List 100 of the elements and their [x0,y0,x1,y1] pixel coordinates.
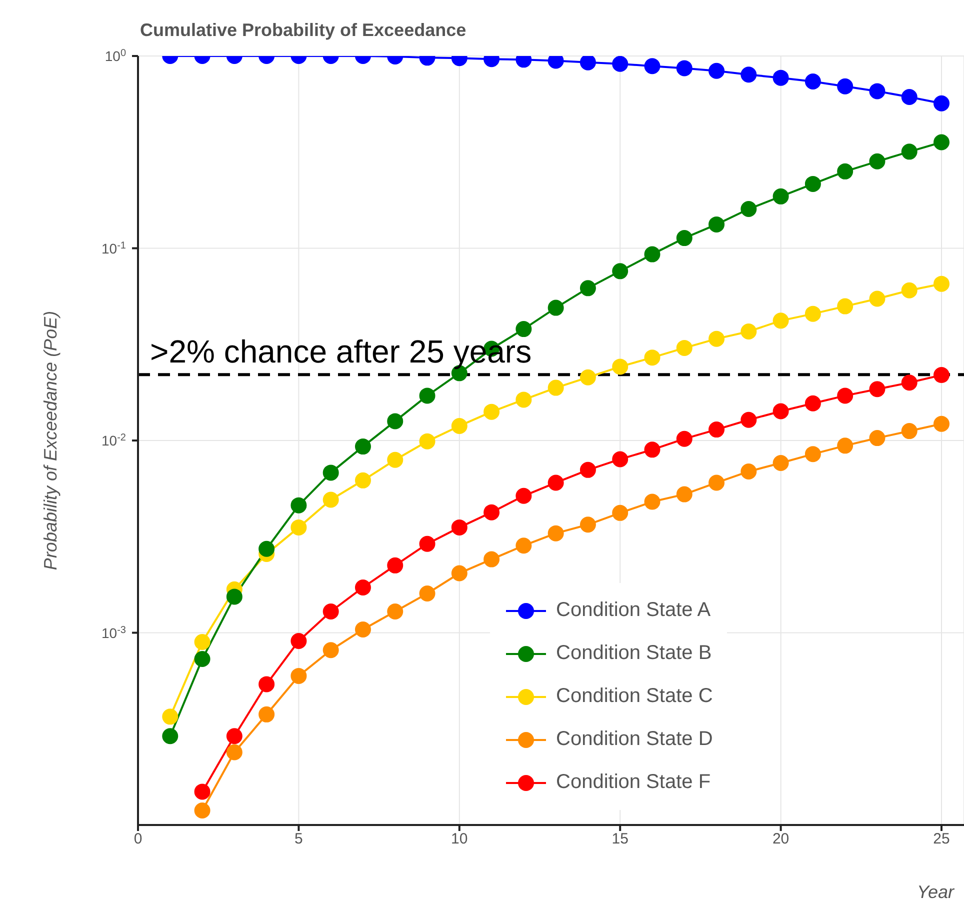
point [934,134,950,150]
point [934,276,950,292]
point [772,70,789,86]
point [484,551,500,568]
point [451,519,468,536]
point [740,201,757,218]
x-tick-label: 0 [134,830,142,848]
point [387,603,404,620]
point [516,538,532,554]
x-tick-label: 5 [294,830,303,848]
legend-label: Condition State C [556,685,713,708]
point [354,579,371,596]
y-tick-label: 10$^{0}$ [104,48,126,64]
point [162,728,178,744]
legend-label: Condition State A [556,599,711,622]
point [644,246,660,262]
point [290,668,307,684]
point [612,504,628,521]
point [580,280,596,296]
point [612,56,628,72]
point [676,486,692,502]
point [258,676,275,692]
point [419,586,436,602]
point [419,536,436,552]
x-axis-title: Year [916,882,956,902]
point [451,418,468,434]
point [804,446,821,462]
point [869,290,886,307]
point [837,163,854,180]
point [644,442,660,458]
point [290,497,307,514]
point [548,525,564,542]
x-tick-label: 15 [612,830,628,848]
point [451,565,468,582]
point [258,540,275,557]
point [322,464,339,481]
point [226,744,242,760]
chart-title: Cumulative Probability of Exceedance [140,20,466,41]
y-tick-label: 10$^{-1}$ [102,240,126,256]
point [837,298,854,314]
y-axis-title: Probability of Exceedance (PoE) [40,310,60,570]
point [772,312,789,329]
x-tick-label: 20 [772,830,790,848]
legend-label: Condition State D [556,728,713,751]
y-tick-label: 10$^{-3}$ [102,624,126,641]
point [869,430,886,446]
point [708,216,725,232]
point [644,494,660,510]
point [804,306,821,322]
legend-label: Condition State B [556,642,712,665]
point [612,358,628,375]
point [804,176,821,192]
point [354,621,371,638]
point [548,300,564,316]
point [708,62,725,79]
point [901,423,918,440]
point [612,263,628,280]
point [901,282,918,298]
point [354,438,371,455]
point [901,88,918,105]
point [934,416,950,432]
x-tick-label: 25 [933,830,950,848]
point [934,95,950,112]
point [548,380,564,396]
point [708,422,725,438]
point [869,381,886,398]
point [837,388,854,404]
point [516,488,532,504]
point [708,330,725,347]
point [290,632,307,649]
point [258,706,275,722]
point [290,519,307,536]
point [226,588,242,605]
point [387,452,404,468]
point [322,642,339,658]
point [194,634,210,650]
point [934,367,950,384]
point [869,83,886,100]
point [676,230,692,246]
point [740,463,757,480]
point [226,728,242,744]
point [676,340,692,356]
point [740,323,757,340]
point [804,73,821,90]
point [676,60,692,76]
point [612,451,628,468]
point [162,708,178,725]
point [901,374,918,391]
point [837,78,854,94]
point [516,321,532,338]
point [804,395,821,412]
point [580,462,596,478]
legend-label: Condition State F [556,771,711,794]
point [354,472,371,488]
point [419,433,436,450]
point [740,412,757,428]
point [387,557,404,574]
point [676,430,692,447]
x-tick-label: 10 [451,830,468,848]
point [580,56,596,70]
